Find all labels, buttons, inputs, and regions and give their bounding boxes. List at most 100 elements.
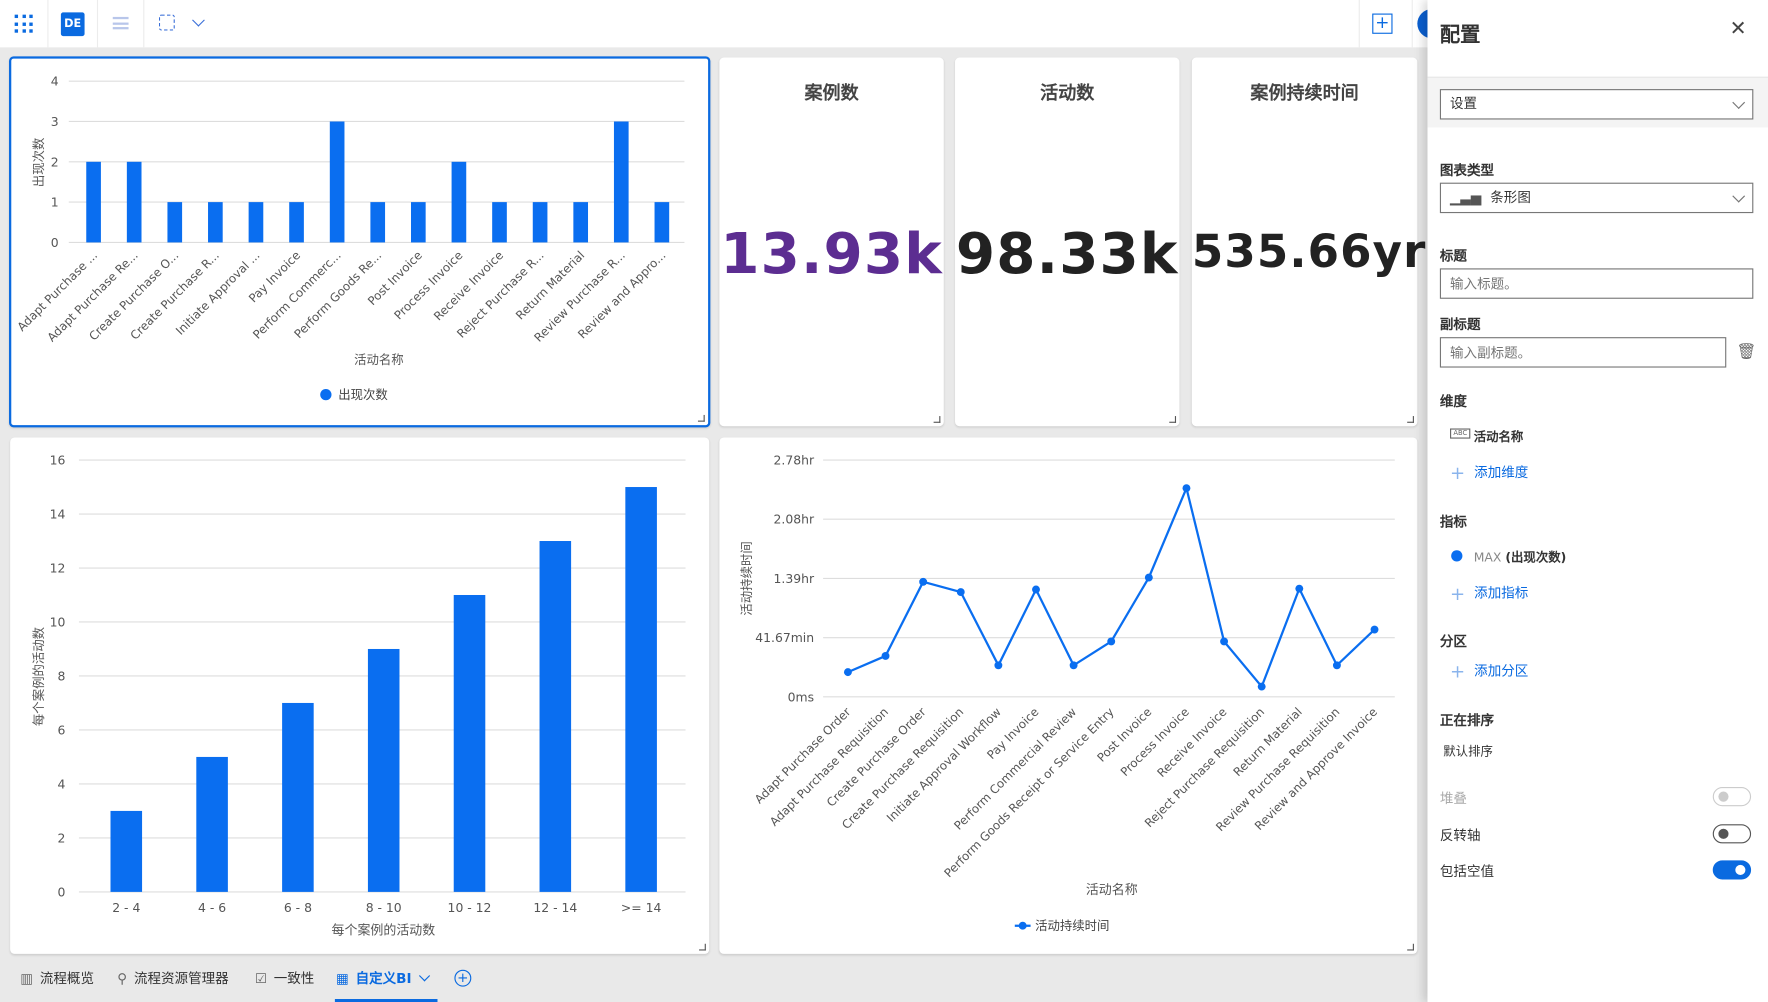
top-toolbar: DE +	[0, 0, 1447, 48]
y-tick-label: 1	[51, 195, 59, 210]
y-tick-label: 2	[51, 154, 59, 169]
y-tick-label: 8	[58, 668, 66, 683]
data-point	[919, 577, 928, 586]
subtitle-input[interactable]	[1439, 337, 1727, 368]
bar	[370, 202, 386, 243]
x-tick-label: 10 - 12	[448, 900, 492, 915]
y-tick-label: 12	[50, 561, 66, 576]
y-tick-label: 2.08hr	[774, 512, 815, 527]
chevron-down-icon[interactable]	[192, 13, 205, 27]
resize-handle[interactable]	[697, 414, 705, 422]
tab-label: 自定义BI	[355, 970, 412, 987]
kpi-card-activities[interactable]: 活动数 98.33k	[955, 57, 1180, 427]
add-dimension-label: 添加维度	[1474, 464, 1529, 481]
add-dimension-button[interactable]: + 添加维度	[1450, 462, 1528, 483]
plus-icon: +	[1450, 462, 1466, 484]
add-button[interactable]: +	[1372, 13, 1393, 34]
add-measure-button[interactable]: + 添加指标	[1450, 583, 1528, 604]
resize-handle[interactable]	[699, 943, 706, 951]
measure-item[interactable]: MAX (出现次数)	[1474, 548, 1567, 566]
data-point	[1107, 637, 1116, 646]
data-point	[1144, 573, 1153, 582]
kpi-card-case-duration[interactable]: 案例持续时间 535.66yr	[1191, 57, 1425, 427]
add-partition-button[interactable]: + 添加分区	[1450, 661, 1528, 682]
x-tick-label: Receive Invoice	[431, 248, 506, 323]
bar	[532, 202, 548, 243]
y-tick-label: 4	[51, 74, 59, 89]
dashboard-grid-icon: ▦	[336, 970, 349, 987]
data-point	[994, 661, 1003, 670]
y-tick-label: 14	[50, 507, 66, 522]
activity-duration-chart-card[interactable]: 0ms 41.67min 1.39hr 2.08hr 2.78hr Adapt Purch…	[719, 437, 1418, 954]
bar	[110, 810, 143, 892]
legend-marker	[1018, 921, 1027, 930]
reverse-axis-toggle[interactable]	[1712, 824, 1752, 844]
data-point	[1032, 585, 1040, 594]
tab-label: 流程资源管理器	[133, 970, 229, 987]
configuration-panel: 配置 ✕ 设置 图表类型 ▁▃▅ 条形图 标题 副标题 🗑 维度 ABC 活动名称…	[1427, 0, 1768, 1002]
plus-icon: +	[1450, 582, 1466, 605]
chevron-down-icon[interactable]	[418, 970, 431, 982]
dimension-label: 维度	[1439, 393, 1467, 410]
chevron-down-icon	[1732, 96, 1746, 109]
stack-toggle[interactable]	[1712, 787, 1752, 807]
conformance-flag-icon: ☑	[254, 970, 267, 987]
tab-process-explorer[interactable]: ⚲ 流程资源管理器	[117, 969, 228, 988]
x-tick-label: >= 14	[621, 900, 662, 915]
tab-label: 一致性	[273, 970, 315, 987]
data-point	[1220, 637, 1229, 646]
resize-handle[interactable]	[1407, 416, 1414, 423]
sort-value[interactable]: 默认排序	[1443, 744, 1493, 759]
x-axis-title: 活动名称	[1086, 882, 1138, 898]
tab-custom-bi[interactable]: ▦ 自定义BI	[336, 969, 431, 988]
activities-per-case-chart-card[interactable]: 0 2 4 6 8 10 12 14 16 2 - 4 4 - 6 6 - 8 8 - 10 10 - 1…	[10, 437, 710, 954]
y-tick-label: 2.78hr	[774, 453, 815, 468]
resize-handle[interactable]	[1169, 416, 1177, 423]
data-point	[881, 651, 890, 660]
tab-process-overview[interactable]: ▥ 流程概览	[20, 969, 94, 988]
data-point	[1257, 682, 1266, 691]
activities-per-case-bar-chart: 0 2 4 6 8 10 12 14 16 2 - 4 4 - 6 6 - 8 8 - 10 10 - 1…	[31, 453, 686, 939]
chart-type-select[interactable]: ▁▃▅ 条形图	[1439, 182, 1754, 214]
section-select[interactable]: 设置	[1439, 89, 1754, 120]
trash-icon[interactable]: 🗑	[1736, 342, 1757, 361]
bar	[492, 202, 507, 243]
series-color-dot	[1451, 550, 1463, 562]
y-axis-title: 每个案例的活动数	[31, 626, 46, 726]
avatar[interactable]: DE	[60, 12, 85, 37]
add-page-button[interactable]: +	[454, 969, 472, 987]
app-launcher-icon[interactable]	[14, 14, 33, 33]
x-tick-label: 4 - 6	[198, 900, 226, 915]
y-tick-label: 16	[50, 453, 66, 468]
data-point	[1370, 625, 1379, 634]
kpi-card-cases[interactable]: 案例数 13.93k	[719, 57, 944, 427]
close-icon[interactable]: ✕	[1729, 16, 1747, 41]
x-axis-title: 活动名称	[354, 352, 404, 367]
y-tick-label: 0	[51, 235, 59, 250]
menu-icon[interactable]	[112, 16, 129, 30]
include-empty-toggle[interactable]	[1712, 860, 1752, 880]
bar-chart-icon: ▁▃▅	[1450, 189, 1482, 206]
title-input[interactable]	[1439, 268, 1754, 299]
legend-marker	[320, 389, 332, 401]
x-tick-label: 2 - 4	[112, 900, 140, 915]
dimension-item[interactable]: 活动名称	[1473, 429, 1524, 445]
kpi-title: 活动数	[1040, 82, 1095, 104]
measure-agg: MAX	[1473, 550, 1502, 565]
section-select-value: 设置	[1450, 95, 1478, 112]
bar	[451, 161, 467, 243]
resize-handle[interactable]	[933, 416, 941, 423]
activity-occurrence-chart-card[interactable]: 0 1 2 3 4 Adapt Purchase ... Adapt Purchase Re…	[9, 56, 711, 428]
reverse-axis-label: 反转轴	[1439, 827, 1481, 844]
series-line	[847, 484, 1376, 689]
bar	[539, 541, 572, 892]
resize-handle[interactable]	[1407, 943, 1414, 951]
legend-label: 出现次数	[338, 387, 388, 402]
tab-conformance[interactable]: ☑ 一致性	[255, 969, 315, 988]
bar	[573, 202, 589, 243]
data-point	[1182, 484, 1191, 493]
add-visual-icon[interactable]	[158, 14, 175, 31]
bar	[410, 202, 426, 243]
